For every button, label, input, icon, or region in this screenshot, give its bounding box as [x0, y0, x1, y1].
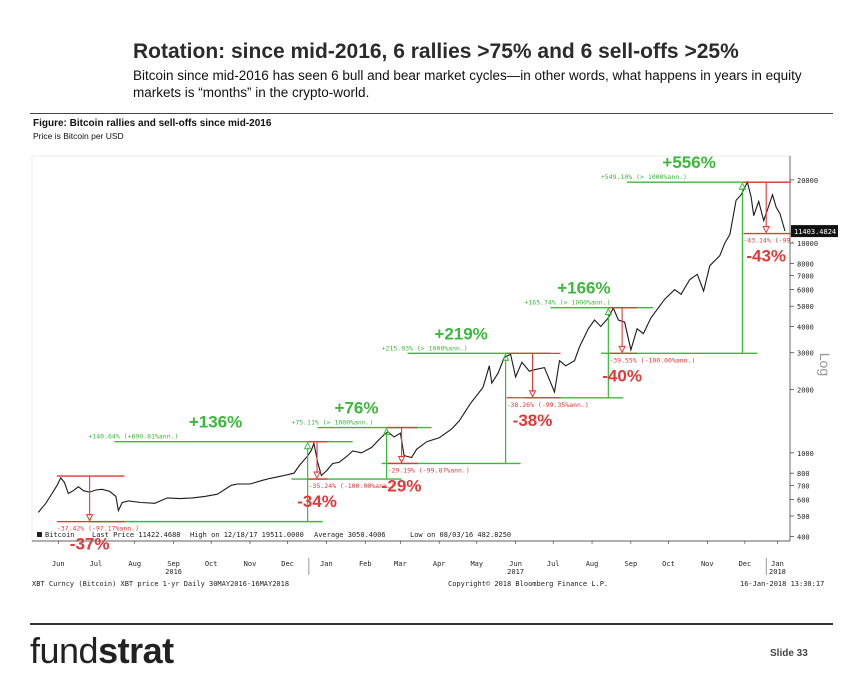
rally-pct-label: +76% [335, 399, 379, 418]
selloff-pct-label: -40% [602, 366, 642, 385]
page-subtitle: Bitcoin since mid-2016 has seen 6 bull a… [133, 68, 802, 100]
footer-divider [30, 623, 833, 625]
x-tick-label: Jan [320, 560, 333, 568]
selloff-pct-label: -38% [513, 411, 553, 430]
x-tick-label: Jan [771, 560, 784, 568]
x-tick-label: Mar [394, 560, 407, 568]
legend-last-price: Last Price 11422.4688 [92, 531, 181, 539]
selloff-detail-label: -38.26% (-99.35%ann.) [507, 401, 589, 409]
x-tick-label: Sep [625, 560, 638, 568]
y-axis-label: Log [817, 353, 833, 376]
last-price-box [791, 225, 838, 238]
y-tick-label: 10000 [797, 240, 818, 248]
legend-low: Low on 08/03/16 482.8250 [410, 531, 511, 539]
selloff-arrow-head [618, 345, 626, 354]
figure-title: Figure: Bitcoin rallies and sell-offs si… [33, 118, 272, 129]
x-tick-label: Dec [739, 560, 752, 568]
x-tick-label: Jun [509, 560, 522, 568]
chart-source-note: XBT Curncy (Bitcoin) XBT price 1-yr Dail… [32, 580, 290, 588]
rally-arrow-head [738, 182, 747, 190]
logo-text-bold: strat [98, 630, 174, 671]
selloff-arrow-head [85, 514, 94, 522]
y-tick-label: 5000 [797, 303, 814, 311]
selloff-arrow-head [313, 471, 321, 480]
selloff-detail-label: -29.19% (-99.87%ann.) [388, 466, 470, 474]
x-tick-label: Jul [547, 560, 560, 568]
x-tick-label: Apr [433, 560, 446, 568]
figure-subtitle: Price is Bitcoin per USD [33, 131, 124, 141]
last-price-label: 11403.4824 [794, 228, 836, 236]
y-tick-label: 6000 [797, 287, 814, 295]
x-tick-label: Nov [701, 560, 714, 568]
chart-timestamp: 16-Jan-2018 13:30:17 [740, 580, 825, 588]
price-line [37, 180, 786, 513]
y-tick-label: 8000 [797, 260, 814, 268]
y-tick-label: 2000 [797, 387, 814, 395]
y-tick-label: 3000 [797, 350, 814, 358]
selloff-detail-label: -39.55% (-100.00%ann.) [609, 356, 695, 364]
selloff-detail-label: -35.24% (-100.00%ann.) [309, 482, 395, 490]
rally-pct-label: +166% [557, 279, 610, 298]
x-tick-label: Dec [281, 560, 294, 568]
rally-detail-label: +140.64% (+690.81%ann.) [88, 433, 178, 441]
x-tick-label: Jul [90, 560, 103, 568]
legend-average: Average 3050.4006 [314, 531, 386, 539]
selloff-detail-label: -37.42% (-97.17%ann.) [57, 525, 139, 533]
rally-detail-label: +549.10% (> 1000%ann.) [601, 173, 687, 181]
y-tick-label: 500 [797, 513, 810, 521]
rally-detail-label: +75.11% (> 1000%ann.) [291, 419, 373, 427]
slide-number: Slide 33 [770, 648, 808, 659]
logo-text-light: fund [30, 630, 99, 671]
fundstrat-logo: fundstrat [30, 630, 174, 672]
selloff-detail-label: -43.14% (-99. [743, 237, 794, 245]
y-tick-label: 700 [797, 482, 810, 490]
bitcoin-price-chart: 400 500 600 700 800 1000 2000 3000 4000 5000 6000 7… [31, 153, 838, 576]
legend-high: High on 12/18/17 19511.0000 [190, 531, 304, 539]
rally-arrow-head [501, 353, 510, 361]
y-tick-label: 20000 [797, 177, 818, 185]
x-tick-label: Feb [359, 560, 372, 568]
x-tick-label: Aug [128, 560, 141, 568]
selloff-pct-label: -34% [297, 492, 337, 511]
x-tick-label: Oct [662, 560, 675, 568]
selloff-pct-label: -43% [746, 247, 786, 266]
x-tick-label: Nov [244, 560, 257, 568]
y-tick-label: 400 [797, 533, 810, 541]
x-tick-label: Jun [52, 560, 65, 568]
y-tick-label: 600 [797, 496, 810, 504]
page-title: Rotation: since mid-2016, 6 rallies >75%… [133, 40, 739, 63]
selloff-pct-label: -29% [382, 476, 422, 495]
x-year-label: 2017 [507, 568, 524, 576]
x-year-label: 2016 [165, 568, 182, 576]
y-tick-label: 7000 [797, 273, 814, 281]
rally-detail-label: +215.93% (> 1000%ann.) [382, 344, 468, 352]
rally-arrow-head [604, 307, 613, 316]
x-tick-label: Sep [167, 560, 180, 568]
legend-swatch [37, 532, 42, 537]
x-year-label: 2018 [769, 568, 786, 576]
selloff-pct-label: -37% [70, 535, 110, 554]
x-tick-label: Aug [586, 560, 599, 568]
selloff-arrow-head [528, 390, 537, 398]
y-tick-label: 4000 [797, 324, 814, 332]
copyright-note: Copyright© 2018 Bloomberg Finance L.P. [448, 580, 609, 588]
y-tick-label: 1000 [797, 450, 814, 458]
header-divider [30, 113, 833, 114]
selloff-arrow-head [762, 226, 771, 234]
rally-pct-label: +136% [189, 413, 242, 432]
selloff-arrow-head [397, 455, 406, 464]
rally-arrow-head [303, 441, 312, 450]
y-tick-label: 800 [797, 470, 810, 478]
rally-pct-label: +556% [662, 153, 715, 172]
rally-pct-label: +219% [434, 324, 487, 343]
rally-arrow-head [382, 427, 391, 436]
x-tick-label: May [470, 560, 483, 568]
x-tick-label: Oct [205, 560, 218, 568]
legend-series-name: Bitcoin [45, 531, 75, 539]
rally-detail-label: +165.74% (> 1000%ann.) [524, 299, 610, 307]
